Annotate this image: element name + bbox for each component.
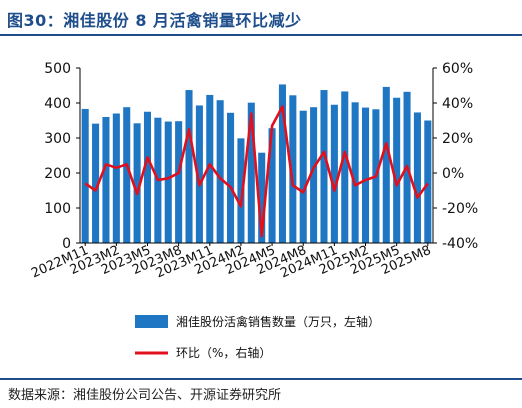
bar xyxy=(289,95,297,243)
mom-change-line xyxy=(84,105,429,238)
bar xyxy=(258,152,266,243)
bar xyxy=(413,112,421,243)
bar xyxy=(330,104,338,243)
bar xyxy=(112,113,120,243)
bar xyxy=(123,107,131,243)
bar xyxy=(237,138,245,243)
left-tick-label: 100 xyxy=(44,201,71,217)
legend-line-label: 环比（%，右轴） xyxy=(176,345,271,360)
right-tick-label: 20% xyxy=(442,131,473,147)
bar xyxy=(382,86,390,244)
legend: 湘佳股份活禽销售数量（万只，左轴） 环比（%，右轴） xyxy=(135,314,380,360)
bar xyxy=(143,111,152,243)
legend-bar-swatch xyxy=(135,315,168,328)
bar xyxy=(247,102,255,244)
right-tick-label: 0% xyxy=(442,166,464,182)
left-tick-label: 400 xyxy=(44,96,71,112)
left-tick-label: 0 xyxy=(62,236,71,252)
right-tick-label: 40% xyxy=(442,96,473,112)
figure-title: 图30：湘佳股份 8 月活禽销量环比减少 xyxy=(7,11,302,30)
left-tick-label: 300 xyxy=(44,131,71,147)
bar xyxy=(393,97,401,243)
legend-bar-label: 湘佳股份活禽销售数量（万只，左轴） xyxy=(176,314,380,329)
bar xyxy=(206,94,214,243)
plot-area: 0100200300400500-40%-20%0%20%40%60%2022M… xyxy=(29,61,478,281)
bar xyxy=(299,110,307,243)
bar xyxy=(185,90,193,243)
bar xyxy=(268,128,276,243)
bar xyxy=(216,100,224,243)
right-tick-label: -20% xyxy=(442,201,478,217)
right-tick-label: -40% xyxy=(442,236,478,252)
bar xyxy=(81,108,89,243)
bar xyxy=(361,107,370,243)
bar xyxy=(278,84,286,243)
bar xyxy=(133,123,141,243)
bar xyxy=(227,112,235,243)
bar xyxy=(341,91,349,243)
bar xyxy=(164,121,172,243)
right-tick-label: 60% xyxy=(442,61,473,77)
bar xyxy=(424,120,432,243)
footer-divider xyxy=(0,378,522,380)
bar xyxy=(351,102,359,243)
bar xyxy=(102,117,110,243)
bar xyxy=(310,107,318,243)
bar xyxy=(175,121,183,243)
bar xyxy=(92,123,100,243)
left-tick-label: 500 xyxy=(44,61,71,77)
chart: 0100200300400500-40%-20%0%20%40%60%2022M… xyxy=(29,61,478,360)
title-divider xyxy=(0,34,522,36)
left-tick-label: 200 xyxy=(44,166,71,182)
bar xyxy=(320,90,328,243)
source-note: 数据来源：湘佳股份公司公告、开源证券研究所 xyxy=(8,388,282,403)
bar xyxy=(195,105,203,243)
